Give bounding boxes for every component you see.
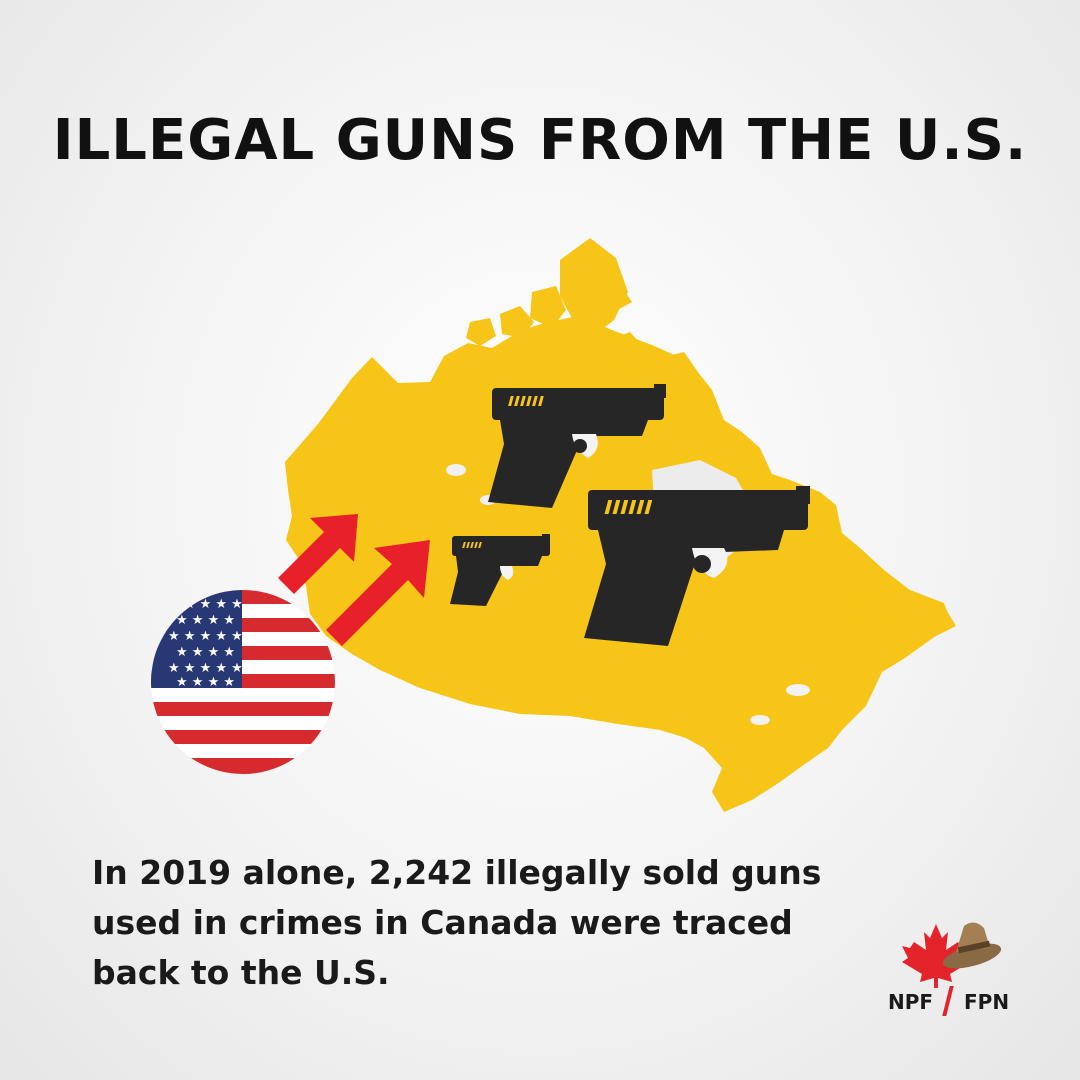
svg-text:★ ★ ★ ★: ★ ★ ★ ★ bbox=[176, 645, 235, 660]
handgun-icon-small bbox=[450, 534, 550, 606]
page-title: ILLEGAL GUNS FROM THE U.S. bbox=[52, 108, 1028, 173]
svg-text:★ ★ ★ ★: ★ ★ ★ ★ bbox=[176, 675, 235, 690]
caption: In 2019 alone, 2,242 illegally sold guns… bbox=[92, 848, 892, 998]
mountie-hat-icon bbox=[942, 922, 1002, 969]
caption-line: used in crimes in Canada were traced bbox=[92, 903, 793, 942]
svg-text:★ ★ ★ ★ ★: ★ ★ ★ ★ ★ bbox=[168, 629, 243, 644]
svg-text:★ ★ ★ ★: ★ ★ ★ ★ bbox=[176, 613, 235, 628]
svg-text:★ ★ ★ ★ ★: ★ ★ ★ ★ ★ bbox=[168, 661, 243, 676]
handgun-icon-medium bbox=[488, 384, 666, 508]
logo-divider bbox=[942, 986, 954, 1016]
us-flag-icon: ★ ★ ★ ★ ★ ★ ★ ★ ★ ★ ★ ★ ★ ★ ★ ★ ★ ★ ★ ★ … bbox=[151, 590, 335, 774]
handgun-icon-large bbox=[584, 486, 810, 646]
logo-right-text: FPN bbox=[964, 990, 1010, 1014]
caption-line: In 2019 alone, 2,242 illegally sold guns bbox=[92, 853, 822, 892]
caption-line: back to the U.S. bbox=[92, 953, 390, 992]
maple-leaf-icon bbox=[902, 924, 970, 988]
npf-logo: NPF FPN bbox=[884, 916, 1014, 1026]
logo-left-text: NPF bbox=[888, 990, 934, 1014]
svg-text:★ ★ ★ ★ ★: ★ ★ ★ ★ ★ bbox=[168, 597, 243, 612]
up-right-arrow-icon bbox=[278, 514, 430, 646]
